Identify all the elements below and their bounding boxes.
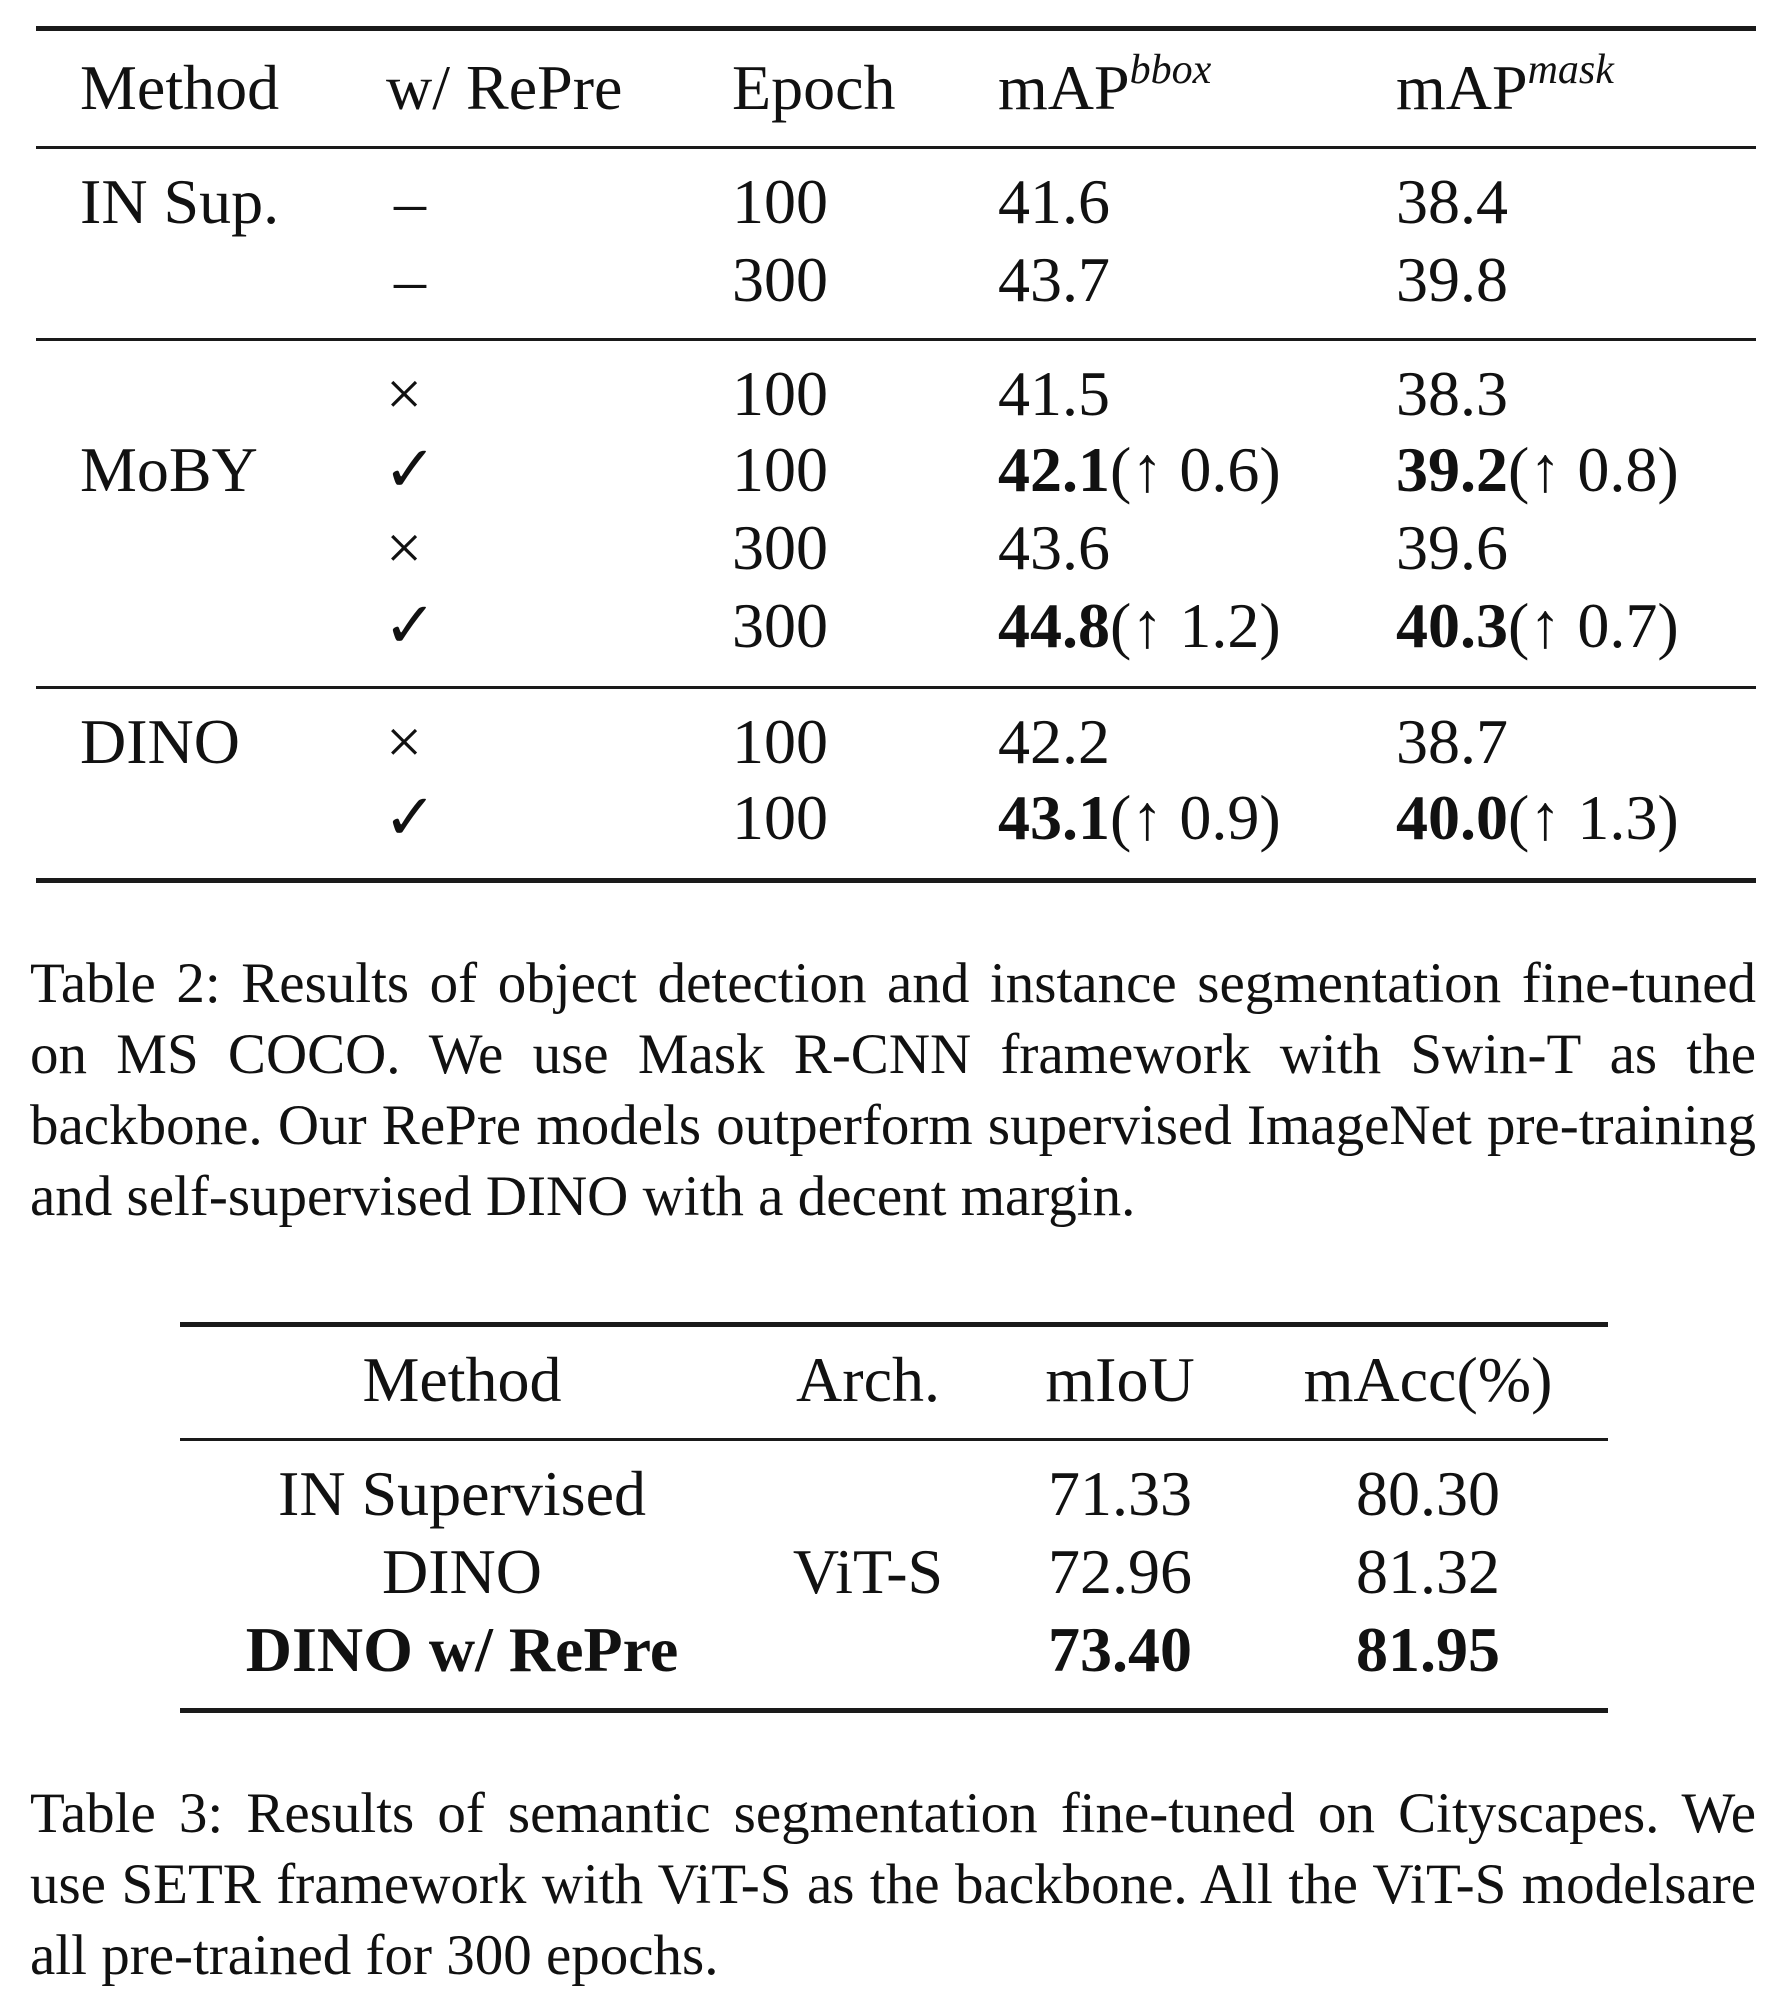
t2-epoch-cell: 100: [732, 706, 828, 777]
t2-repre-cell: ✓: [383, 782, 437, 853]
t2-method-moby: MoBY: [80, 434, 258, 505]
t3-miou-cell: 71.33: [1048, 1458, 1192, 1529]
t3-method-cell: IN Supervised: [278, 1458, 646, 1529]
t3-macc-cell: 81.95: [1356, 1614, 1500, 1685]
t2-bbox-cell: 43.6: [998, 512, 1110, 583]
t3-arch-cell: ViT-S: [792, 1536, 944, 1607]
t2-header-map-bbox: mAPbbox: [998, 47, 1212, 123]
t2-mask-cell: 39.6: [1396, 512, 1508, 583]
t3-header-arch: Arch.: [796, 1344, 940, 1415]
t2-repre-cell: ×: [385, 512, 423, 583]
t3-header-macc: mAcc(%): [1303, 1344, 1553, 1415]
table-2-header-rule: [36, 146, 1756, 149]
t2-mask-cell: 40.3(↑ 0.7): [1396, 590, 1679, 661]
t2-bbox-cell: 43.1(↑ 0.9): [998, 782, 1281, 853]
t3-miou-cell: 72.96: [1048, 1536, 1192, 1607]
t2-mask-cell: 39.8: [1396, 244, 1508, 315]
t3-macc-cell: 80.30: [1356, 1458, 1500, 1529]
t2-epoch-cell: 300: [732, 590, 828, 661]
t3-method-cell: DINO w/ RePre: [245, 1614, 679, 1685]
t2-repre-cell: –: [394, 244, 426, 315]
table-2-caption-text: Table 2: Results of object detection and…: [30, 952, 1756, 1228]
t3-macc-cell: 81.32: [1356, 1536, 1500, 1607]
t2-repre-cell: ×: [385, 706, 423, 777]
table-2-top-rule: [36, 26, 1756, 31]
table-3-bottom-rule: [180, 1708, 1608, 1713]
t2-epoch-cell: 100: [732, 782, 828, 853]
t2-method-dino: DINO: [80, 706, 240, 777]
t2-mask-cell: 40.0(↑ 1.3): [1396, 782, 1679, 853]
t3-method-cell: DINO: [382, 1536, 542, 1607]
table-2-group-rule: [36, 686, 1756, 689]
t2-epoch-cell: 100: [732, 434, 828, 505]
t2-method-in-sup: IN Sup.: [80, 166, 280, 237]
t2-repre-cell: ✓: [383, 434, 437, 505]
t2-mask-cell: 38.4: [1396, 166, 1508, 237]
t2-epoch-cell: 300: [732, 512, 828, 583]
t2-mask-cell: 38.3: [1396, 358, 1508, 429]
t2-epoch-cell: 100: [732, 166, 828, 237]
table-3-caption-text: Table 3: Results of semantic segmentatio…: [30, 1782, 1756, 1987]
table-2-bottom-rule: [36, 878, 1756, 883]
t2-header-map-mask: mAPmask: [1396, 47, 1614, 123]
t2-bbox-cell: 42.1(↑ 0.6): [998, 434, 1281, 505]
t3-header-method: Method: [362, 1344, 562, 1415]
table-3-header-rule: [180, 1438, 1608, 1441]
table-2-group-rule: [36, 338, 1756, 341]
t2-bbox-cell: 41.5: [998, 358, 1110, 429]
table-2-caption: Table 2: Results of object detection and…: [30, 948, 1756, 1232]
t2-epoch-cell: 100: [732, 358, 828, 429]
mask-superscript: mask: [1527, 47, 1614, 93]
t2-repre-cell: –: [394, 166, 426, 237]
bbox-superscript: bbox: [1129, 47, 1212, 93]
t2-repre-cell: ×: [385, 358, 423, 429]
t2-header-epoch: Epoch: [732, 52, 896, 123]
t3-miou-cell: 73.40: [1048, 1614, 1192, 1685]
t2-mask-cell: 39.2(↑ 0.8): [1396, 434, 1679, 505]
t2-header-repre: w/ RePre: [386, 52, 623, 123]
t2-bbox-cell: 44.8(↑ 1.2): [998, 590, 1281, 661]
t2-repre-cell: ✓: [383, 590, 437, 661]
t2-mask-cell: 38.7: [1396, 706, 1508, 777]
t2-epoch-cell: 300: [732, 244, 828, 315]
t2-bbox-cell: 42.2: [998, 706, 1110, 777]
t2-bbox-cell: 41.6: [998, 166, 1110, 237]
t2-header-method: Method: [80, 52, 280, 123]
t2-bbox-cell: 43.7: [998, 244, 1110, 315]
t3-header-miou: mIoU: [1045, 1344, 1195, 1415]
table-3-caption: Table 3: Results of semantic segmentatio…: [30, 1778, 1756, 1991]
table-3-top-rule: [180, 1322, 1608, 1327]
